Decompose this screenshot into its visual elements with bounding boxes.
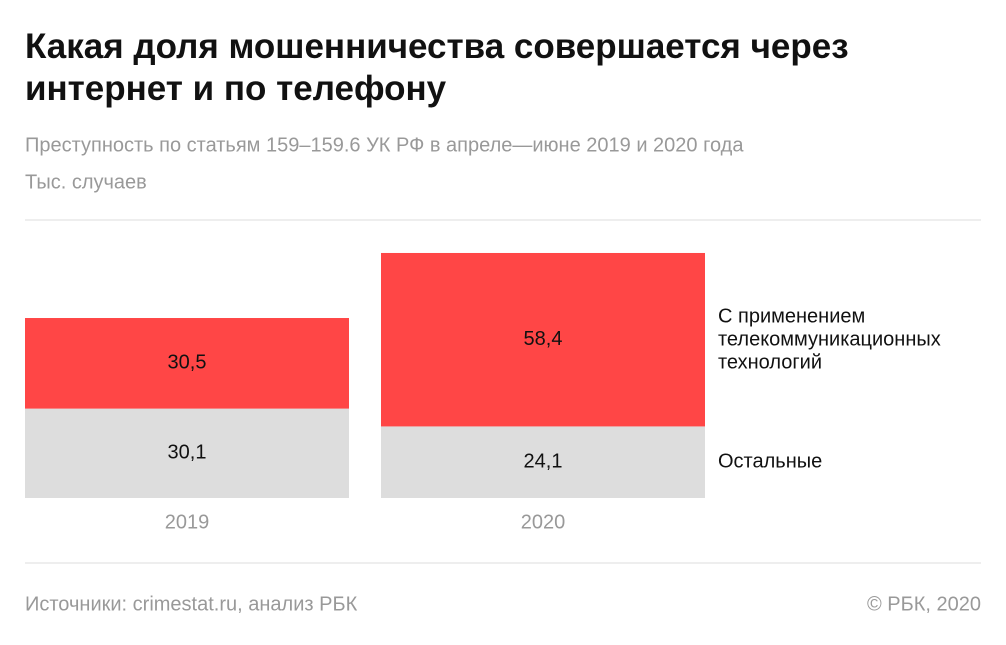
bar-segment (381, 426, 705, 498)
bar-segment (25, 408, 349, 498)
value-label: 30,5 (168, 352, 207, 374)
source: Источники: crimestat.ru, анализ РБК (25, 593, 358, 615)
value-label: 58,4 (524, 328, 563, 350)
subtitle: Преступность по статьям 159–159.6 УК РФ … (25, 134, 744, 156)
chart-title: Какая доля мошенничества совершается чер… (25, 27, 849, 108)
bar-segment (381, 252, 705, 427)
copyright: © РБК, 2020 (867, 593, 981, 615)
value-label: 24,1 (524, 450, 563, 472)
value-label: 30,1 (168, 442, 207, 464)
unit-label: Тыс. случаев (25, 171, 147, 193)
legend-entry: Остальные (718, 450, 823, 473)
legend-entry: С применением телекоммуникационных техно… (718, 305, 941, 374)
x-tick-label: 2019 (165, 511, 210, 533)
bar-segment (25, 318, 349, 409)
x-tick-label: 2020 (521, 511, 566, 533)
